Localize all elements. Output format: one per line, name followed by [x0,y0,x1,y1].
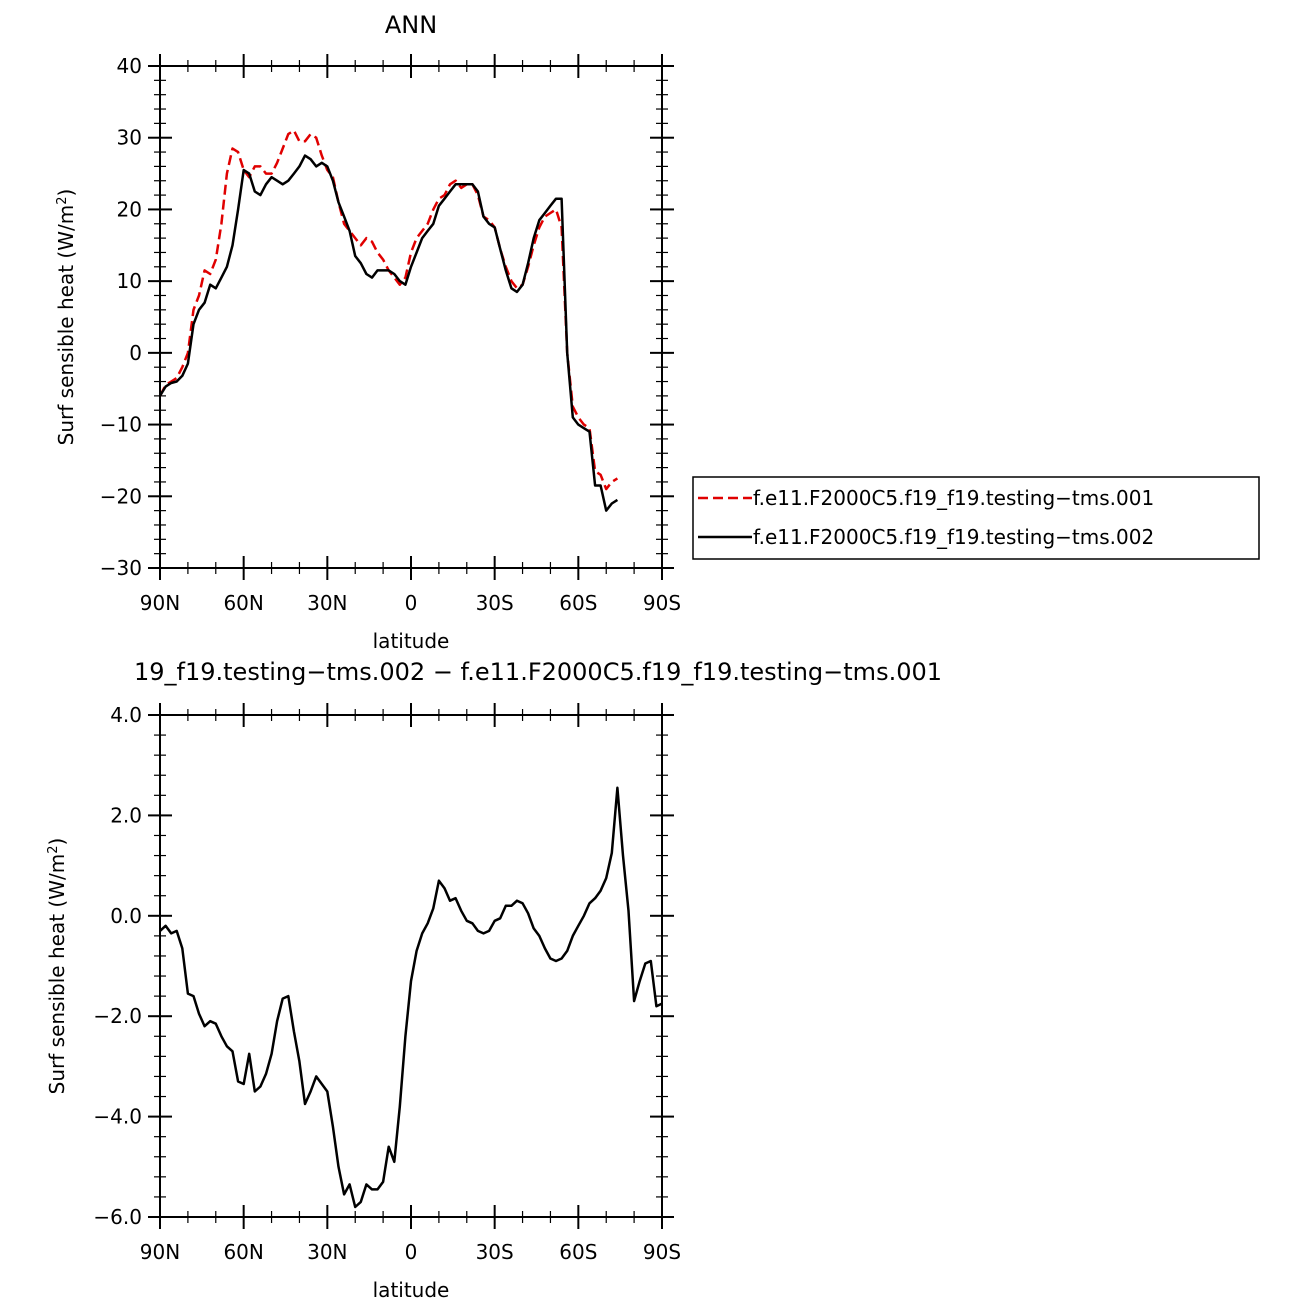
x-tick-label: 0 [405,1240,418,1264]
y-axis-label-superscript: 2 [55,197,70,205]
y-axis-label-text: Surf sensible heat (W/m [45,854,69,1095]
x-tick-label: 30S [476,1240,514,1264]
y-axis-label-superscript: 2 [46,846,61,854]
tick-layer: 40 30 20 10 0 −10 −20 −30 90N 60N 30N 0 30S 60S 90S [100,54,681,615]
series-line-1 [158,129,619,491]
series-layer [158,129,619,512]
chart-title: ANN [385,11,437,39]
chart-title: 19_f19.testing−tms.002 − f.e11.F2000C5.f… [134,658,942,686]
x-tick-label: 60S [559,591,597,615]
x-axis-label: latitude [373,1278,450,1302]
plot-frame [159,714,663,1218]
tick-layer: 4.0 2.0 0.0 −2.0 −4.0 −6.0 90N 60N 30N 0 30S 60S 90S [93,703,681,1264]
y-tick-label: −4.0 [93,1105,142,1129]
x-tick-label: 90N [140,1240,180,1264]
y-axis-label: Surf sensible heat (W/m2) [54,189,78,446]
legend: f.e11.F2000C5.f19_f19.testing−tms.001 f.… [692,476,1260,560]
y-axis-label-text: Surf sensible heat (W/m [54,205,78,446]
x-tick-label: 60S [559,1240,597,1264]
y-tick-label: 0.0 [110,904,142,928]
series-layer [159,786,663,1209]
x-tick-label: 30N [307,1240,347,1264]
legend-entry-series-2: f.e11.F2000C5.f19_f19.testing−tms.002 [753,525,1154,549]
x-tick-label: 90N [140,591,180,615]
y-tick-label: 10 [117,269,142,293]
y-axis-label-tail: ) [54,189,78,197]
y-tick-label: −20 [100,484,142,508]
chart-panel-top: ANN 40 30 20 10 0 −10 −20 −30 90N 60N 30N 0 30S 60S 90… [54,11,1260,653]
y-tick-label: −30 [100,556,142,580]
series-line-1 [159,786,663,1209]
x-axis-label: latitude [373,629,450,653]
x-tick-label: 90S [643,591,681,615]
x-tick-label: 30S [476,591,514,615]
y-tick-label: 20 [117,197,142,221]
x-tick-label: 0 [405,591,418,615]
y-tick-label: −6.0 [93,1205,142,1229]
y-tick-label: 4.0 [110,703,142,727]
chart-panel-bottom: 19_f19.testing−tms.002 − f.e11.F2000C5.f… [45,658,942,1302]
x-tick-label: 60N [223,1240,263,1264]
y-tick-label: 2.0 [110,803,142,827]
y-tick-label: −2.0 [93,1004,142,1028]
x-tick-label: 90S [643,1240,681,1264]
x-tick-label: 30N [307,591,347,615]
y-tick-label: −10 [100,413,142,437]
y-tick-label: 40 [117,54,142,78]
legend-box [692,476,1260,560]
y-tick-label: 30 [117,126,142,150]
plot-frame [159,65,663,569]
y-tick-label: 0 [129,341,142,365]
y-axis-label: Surf sensible heat (W/m2) [45,838,69,1095]
series-line-2 [158,154,619,512]
x-tick-label: 60N [223,591,263,615]
legend-entry-series-1: f.e11.F2000C5.f19_f19.testing−tms.001 [753,486,1154,510]
y-axis-label-tail: ) [45,838,69,846]
